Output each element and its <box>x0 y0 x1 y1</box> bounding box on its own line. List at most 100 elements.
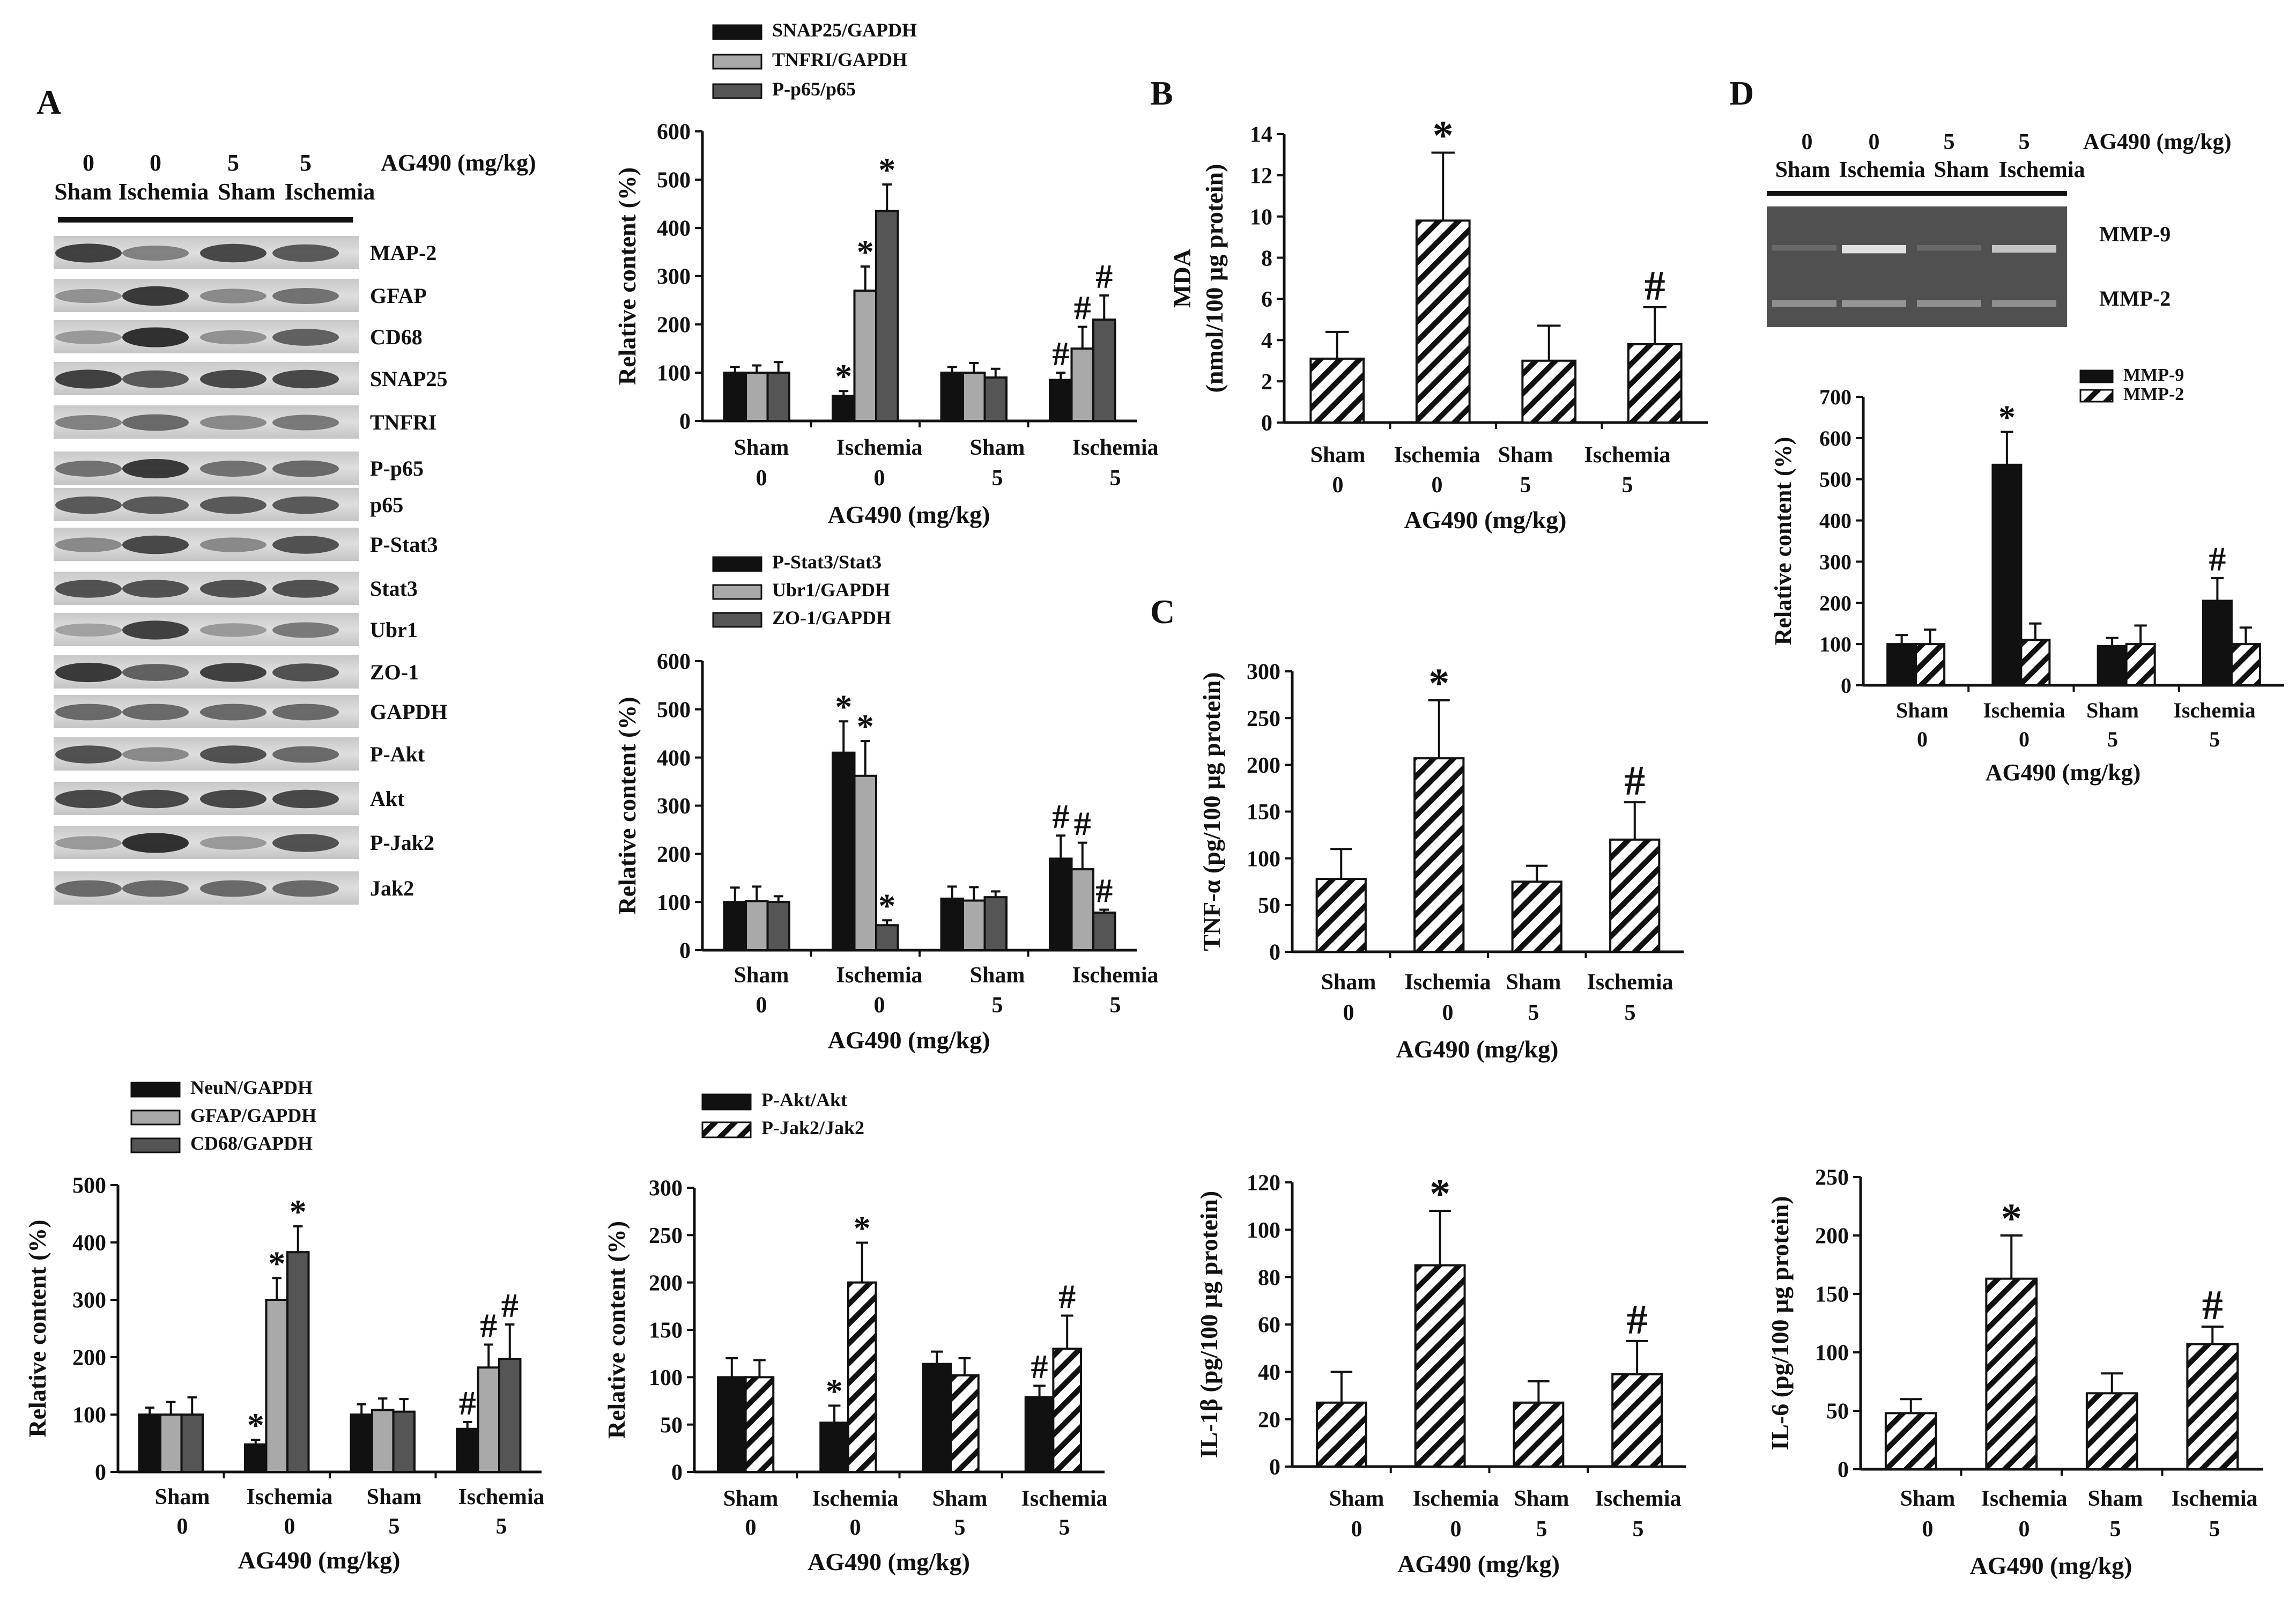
y-tick-label: 300 <box>1819 550 1851 574</box>
bar-a4-s0-c1 <box>819 1422 849 1473</box>
panel-letter-a: A <box>36 83 61 121</box>
category-label: Ischemia <box>1021 1486 1108 1511</box>
significance-mark: # <box>1645 262 1665 309</box>
gel-group-4: Ischemia <box>1999 158 2085 182</box>
blot-band <box>122 414 189 431</box>
blot-band <box>122 580 189 598</box>
blot-row-snap25: SNAP25 <box>54 362 447 395</box>
bar-a2-s2-c3 <box>1092 911 1116 952</box>
legend-swatch <box>712 612 762 628</box>
blot-row-akt: Akt <box>54 782 405 815</box>
y-axis-title: Relative content (%) <box>613 697 641 914</box>
bar-a2-s2-c2 <box>983 896 1008 952</box>
category-label: Ischemia <box>1072 963 1159 988</box>
y-axis-title: TNF-α (pg/100 µg protein) <box>1198 672 1225 951</box>
gel-band <box>1772 300 1836 307</box>
y-tick-label: 0 <box>1269 1455 1280 1480</box>
y-tick-label: 100 <box>72 1403 106 1428</box>
significance-mark: * <box>878 151 895 189</box>
bar-c2-s0-c1 <box>1414 1264 1466 1468</box>
x-axis-title: AG490 (mg/kg) <box>238 1546 401 1574</box>
bar-a1-s1-c2 <box>962 372 986 422</box>
gel-band <box>1842 300 1906 307</box>
panel-letter-d: D <box>1729 74 1754 112</box>
blot-band <box>122 704 189 721</box>
y-tick-label: 100 <box>1247 1218 1280 1243</box>
blot-band <box>200 745 266 764</box>
blot-band <box>55 662 122 683</box>
x-axis-title: AG490 (mg/kg) <box>1396 1035 1559 1063</box>
blot-band <box>200 880 266 897</box>
blot-band <box>200 496 266 514</box>
bar-d1-s0-c0 <box>1886 643 1917 686</box>
bar-a1-s2-c2 <box>983 376 1008 422</box>
y-tick-label: 600 <box>657 120 691 145</box>
blot-band <box>272 244 339 262</box>
legend-label: TNFRI/GAPDH <box>772 49 907 70</box>
category-label: Ischemia <box>247 1485 333 1509</box>
blot-band <box>122 496 189 514</box>
bar-a2-s0-c0 <box>723 901 747 951</box>
blot-band <box>272 415 339 431</box>
gel-label-mmp-9: MMP-9 <box>2099 222 2171 246</box>
blot-band <box>122 370 189 388</box>
dose-label: 0 <box>874 466 885 491</box>
dose-label: 0 <box>2019 727 2030 751</box>
bar-c1-s0-c1 <box>1413 757 1465 953</box>
gel-dose-unit: AG490 (mg/kg) <box>2083 130 2232 154</box>
y-tick-label: 400 <box>657 746 691 771</box>
bar-a1-s2-c0 <box>766 372 790 422</box>
legend-swatch <box>2079 369 2114 383</box>
y-tick-label: 100 <box>1247 847 1280 871</box>
legend-label: MMP-2 <box>2123 384 2184 404</box>
bar-a3-s2-c1 <box>286 1251 310 1473</box>
significance-mark: # <box>1095 872 1113 910</box>
category-label: Ischemia <box>1584 443 1671 468</box>
category-label: Ischemia <box>2173 698 2255 722</box>
y-tick-label: 50 <box>1258 894 1280 919</box>
category-label: Sham <box>1329 1486 1384 1511</box>
blot-row-ubr1: Ubr1 <box>54 613 418 646</box>
blot-band <box>55 415 122 431</box>
blot-band <box>200 461 266 477</box>
dose-label: 5 <box>1528 1001 1539 1025</box>
blot-band <box>55 243 122 263</box>
blot-row-p-akt: P-Akt <box>54 737 425 771</box>
y-tick-label: 250 <box>649 1224 683 1248</box>
category-label: Ischemia <box>1983 698 2065 722</box>
y-tick-label: 150 <box>1815 1283 1849 1307</box>
y-tick-label: 50 <box>660 1413 683 1438</box>
x-axis-title: AG490 (mg/kg) <box>808 1548 970 1575</box>
y-tick-label: 12 <box>1250 164 1272 189</box>
y-tick-label: 80 <box>1258 1265 1280 1290</box>
gel-dose-2: 0 <box>1869 130 1880 154</box>
dose-label: 5 <box>1520 473 1531 498</box>
bar-a2-s0-c1 <box>832 751 856 952</box>
blot-band <box>55 745 122 764</box>
blot-group-1: Sham <box>54 179 112 205</box>
bar-d1-s0-c3 <box>2202 600 2233 687</box>
gel-group-2: Ischemia <box>1839 158 1925 182</box>
dose-label: 5 <box>992 993 1003 1018</box>
blot-band <box>200 580 266 598</box>
blot-label-zo-1: ZO-1 <box>370 660 419 684</box>
y-tick-label: 600 <box>1819 426 1851 450</box>
blot-band <box>122 245 189 261</box>
gel-group-3: Sham <box>1934 158 1989 182</box>
gel-band <box>1917 245 1981 251</box>
bar-c2-s0-c2 <box>1513 1401 1565 1468</box>
y-tick-label: 200 <box>1815 1224 1849 1249</box>
bar-a1-s1-c1 <box>853 290 877 422</box>
category-label: Sham <box>1310 443 1366 468</box>
bar-a2-s1-c1 <box>853 774 877 951</box>
gel-band <box>1992 245 2056 253</box>
y-tick-label: 200 <box>1247 753 1280 778</box>
bar-d1-s1-c1 <box>2020 639 2051 687</box>
bar-c1-s0-c2 <box>1511 880 1562 953</box>
legend-swatch <box>712 556 762 572</box>
blot-row-jak2: Jak2 <box>54 871 414 905</box>
category-label: Ischemia <box>812 1486 899 1511</box>
bar-d1-s1-c0 <box>1915 643 1946 686</box>
significance-mark: * <box>854 1209 871 1247</box>
y-tick-label: 300 <box>1247 660 1280 685</box>
